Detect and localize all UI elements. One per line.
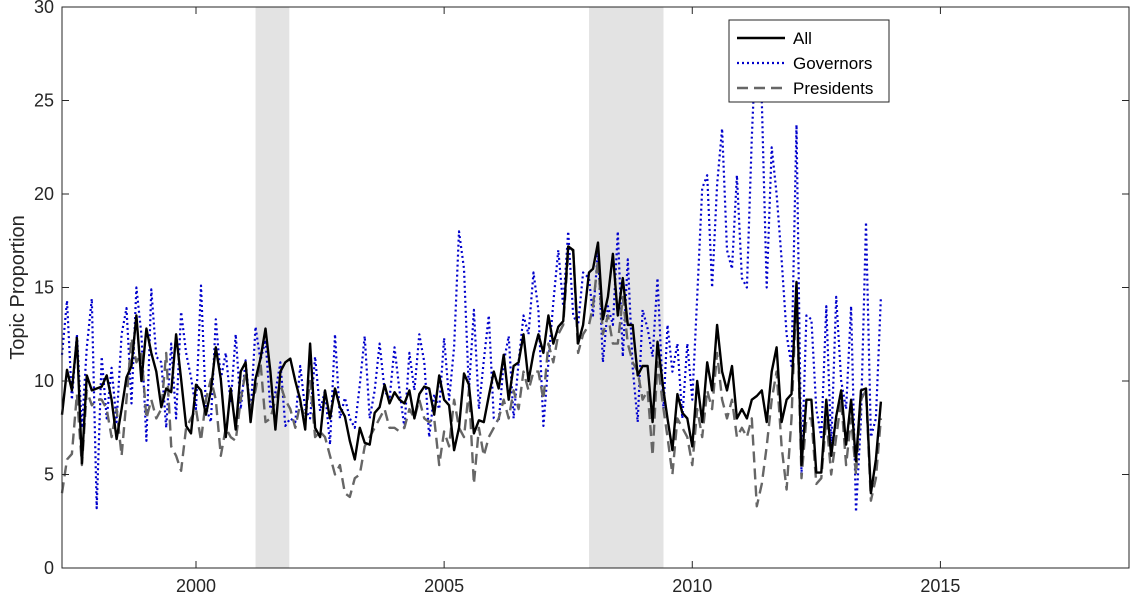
y-tick-label: 0 [44,558,54,578]
axis-ticks: 2000 2005 2010 2015 0 5 10 15 20 25 30 [34,0,1129,596]
y-tick-label: 5 [44,465,54,485]
series-line-all [60,241,883,495]
x-tick-label: 2000 [176,576,216,596]
x-tick-label: 2010 [672,576,712,596]
y-axis-label: Topic Proportion [7,215,29,360]
recession-shading [255,7,664,568]
y-tick-label: 20 [34,184,54,204]
legend-label-presidents: Presidents [793,79,873,98]
legend-label-governors: Governors [793,54,872,73]
series-line-presidents [60,248,883,508]
y-tick-label: 25 [34,91,54,111]
series-line-governors [60,19,882,513]
series-layer [60,19,883,513]
y-tick-label: 10 [34,371,54,391]
recession-band-1 [255,7,290,568]
y-tick-label: 15 [34,278,54,298]
legend-label-all: All [793,29,812,48]
x-tick-label: 2005 [424,576,464,596]
y-tick-label: 30 [34,0,54,17]
x-tick-label: 2015 [920,576,960,596]
legend: All Governors Presidents [728,19,890,103]
